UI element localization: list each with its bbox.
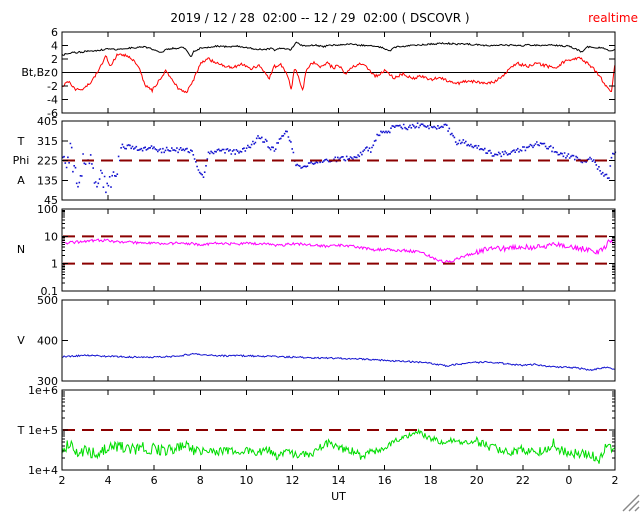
panel-frame-v [61, 299, 616, 382]
x-tick-label: 6 [151, 474, 158, 487]
x-tick-label: 14 [332, 474, 346, 487]
y-tick-label: 315 [37, 135, 58, 148]
x-axis-label: UT [331, 490, 346, 503]
x-tick-label: 12 [285, 474, 299, 487]
panel1-ylabel: Bt,Bz [21, 66, 50, 79]
series-n-line [61, 238, 615, 264]
y-tick-label: 225 [37, 155, 58, 168]
page-title: 2019 / 12 / 28 02:00 -- 12 / 29 02:00 ( … [170, 11, 470, 25]
y-tick-label: 1 [51, 258, 58, 271]
x-tick-label: 18 [424, 474, 438, 487]
x-tick-label: 0 [565, 474, 572, 487]
panel2-ylabel-t: T [17, 135, 25, 148]
y-tick-label: 45 [44, 194, 58, 207]
y-tick-label: -6 [47, 107, 58, 120]
y-tick-label: 0.1 [41, 285, 59, 298]
y-tick-label: 405 [37, 115, 58, 128]
panel3-ylabel: N [16, 243, 26, 256]
series-phi-dots [62, 122, 617, 194]
y-tick-label: 1e+4 [28, 464, 58, 477]
x-tick-label: 2 [612, 474, 619, 487]
series-t-line [61, 428, 616, 464]
y-tick-label: 300 [37, 375, 58, 388]
x-tick-label: 8 [197, 474, 204, 487]
y-tick-label: 1e+5 [28, 424, 58, 437]
realtime-badge: realtime [588, 11, 638, 25]
y-tick-label: 1e+6 [28, 384, 58, 397]
series-bt-line [61, 41, 615, 57]
y-tick-label: 2 [51, 53, 58, 66]
x-tick-label: 16 [378, 474, 392, 487]
y-tick-label: 6 [51, 26, 58, 39]
y-tick-label: -2 [47, 80, 58, 93]
resize-handle-icon[interactable] [620, 492, 640, 512]
y-tick-label: 500 [37, 294, 58, 307]
y-tick-label: 4 [51, 40, 58, 53]
panel5-ylabel: T [17, 424, 25, 437]
x-tick-label: 10 [239, 474, 253, 487]
y-tick-label: -4 [47, 94, 58, 107]
series-bz-line [61, 53, 616, 94]
y-tick-label: 0 [51, 67, 58, 80]
x-tick-label: 22 [516, 474, 530, 487]
panel2-ylabel-phi: Phi [12, 154, 30, 167]
series-v-line [61, 352, 615, 372]
y-tick-label: 100 [37, 203, 58, 216]
panel4-ylabel: V [17, 334, 25, 347]
x-tick-label: 2 [59, 474, 66, 487]
panel2-ylabel-a: A [17, 174, 25, 187]
y-tick-label: 400 [37, 335, 58, 348]
x-tick-label: 20 [470, 474, 484, 487]
y-tick-label: 10 [44, 230, 58, 243]
x-tick-label: 4 [105, 474, 112, 487]
y-tick-label: 135 [37, 174, 58, 187]
